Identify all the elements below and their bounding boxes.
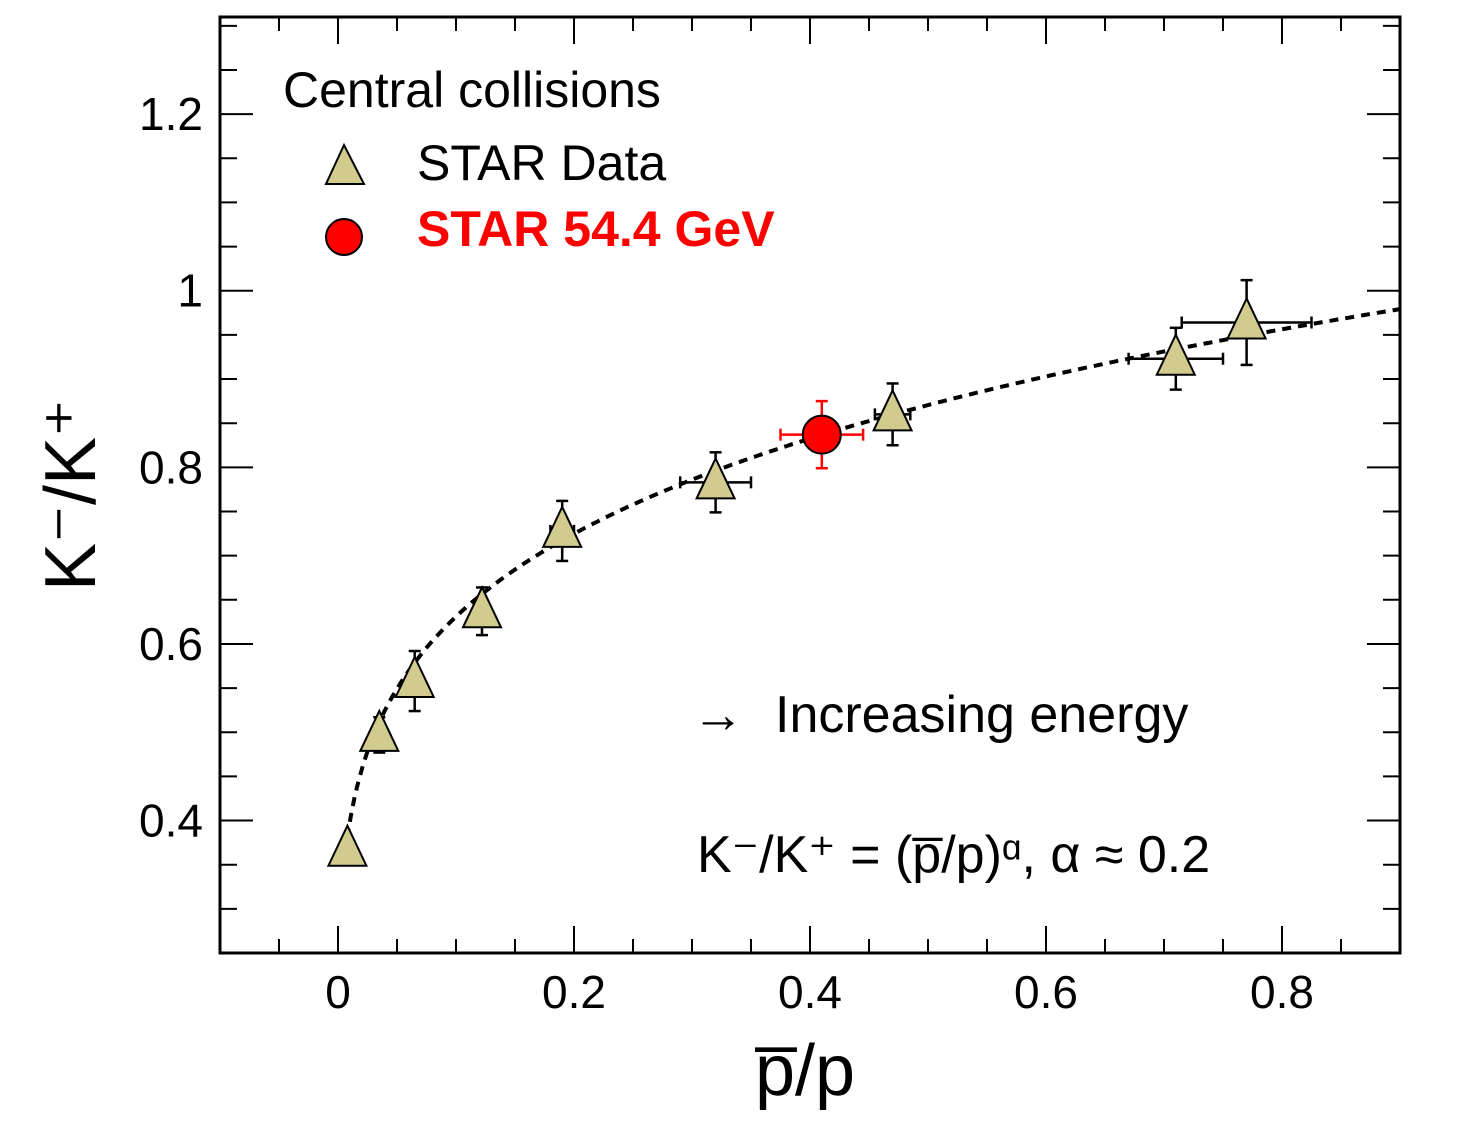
legend-circle-marker <box>325 218 363 256</box>
energy-annotation: Increasing energy <box>775 686 1188 744</box>
energy-arrow-glyph: → <box>692 686 744 744</box>
data-point-triangle <box>461 584 503 629</box>
y-tick-label: 0.8 <box>139 441 203 493</box>
data-point-triangle <box>358 708 400 752</box>
legend-entry-star-data: STAR Data <box>417 135 666 191</box>
data-point-triangle <box>695 456 737 500</box>
legend-triangle-marker <box>324 142 366 185</box>
x-tick-label: 0.8 <box>1250 966 1314 1018</box>
data-layer <box>326 278 1313 867</box>
legend-title: Central collisions <box>283 62 661 118</box>
data-point-triangle <box>541 504 583 548</box>
fit-curve <box>345 307 1401 839</box>
x-axis-title: p̅/p <box>755 1031 855 1111</box>
x-tick-label: 0.4 <box>778 966 842 1018</box>
x-tick-label: 0.6 <box>1014 966 1078 1018</box>
x-tick-label: 0.2 <box>542 966 606 1018</box>
y-tick-label: 1.2 <box>139 88 203 140</box>
formula-annotation: K⁻/K⁺ = (p̅/p)ᵅ, α ≈ 0.2 <box>697 826 1210 884</box>
fit-curve-layer <box>345 307 1401 839</box>
data-point-triangle <box>1155 332 1197 376</box>
data-point-circle <box>801 414 842 455</box>
data-point-triangle <box>1226 296 1268 340</box>
data-point-triangle <box>394 654 436 698</box>
axis-ticks: 0 0.2 0.4 0.6 0.8 0.4 0.6 0.8 1 1.2 <box>139 17 1401 1018</box>
data-point-triangle <box>326 823 368 867</box>
y-tick-label: 0.6 <box>139 618 203 670</box>
x-tick-label: 0 <box>325 966 351 1018</box>
plot-frame <box>218 15 1402 955</box>
legend-entry-star-544: STAR 54.4 GeV <box>417 201 775 257</box>
data-point-triangle <box>872 388 914 432</box>
y-tick-label: 1 <box>177 265 203 317</box>
y-axis-title: K⁻/K⁺ <box>31 399 111 591</box>
y-tick-label: 0.4 <box>139 795 203 847</box>
